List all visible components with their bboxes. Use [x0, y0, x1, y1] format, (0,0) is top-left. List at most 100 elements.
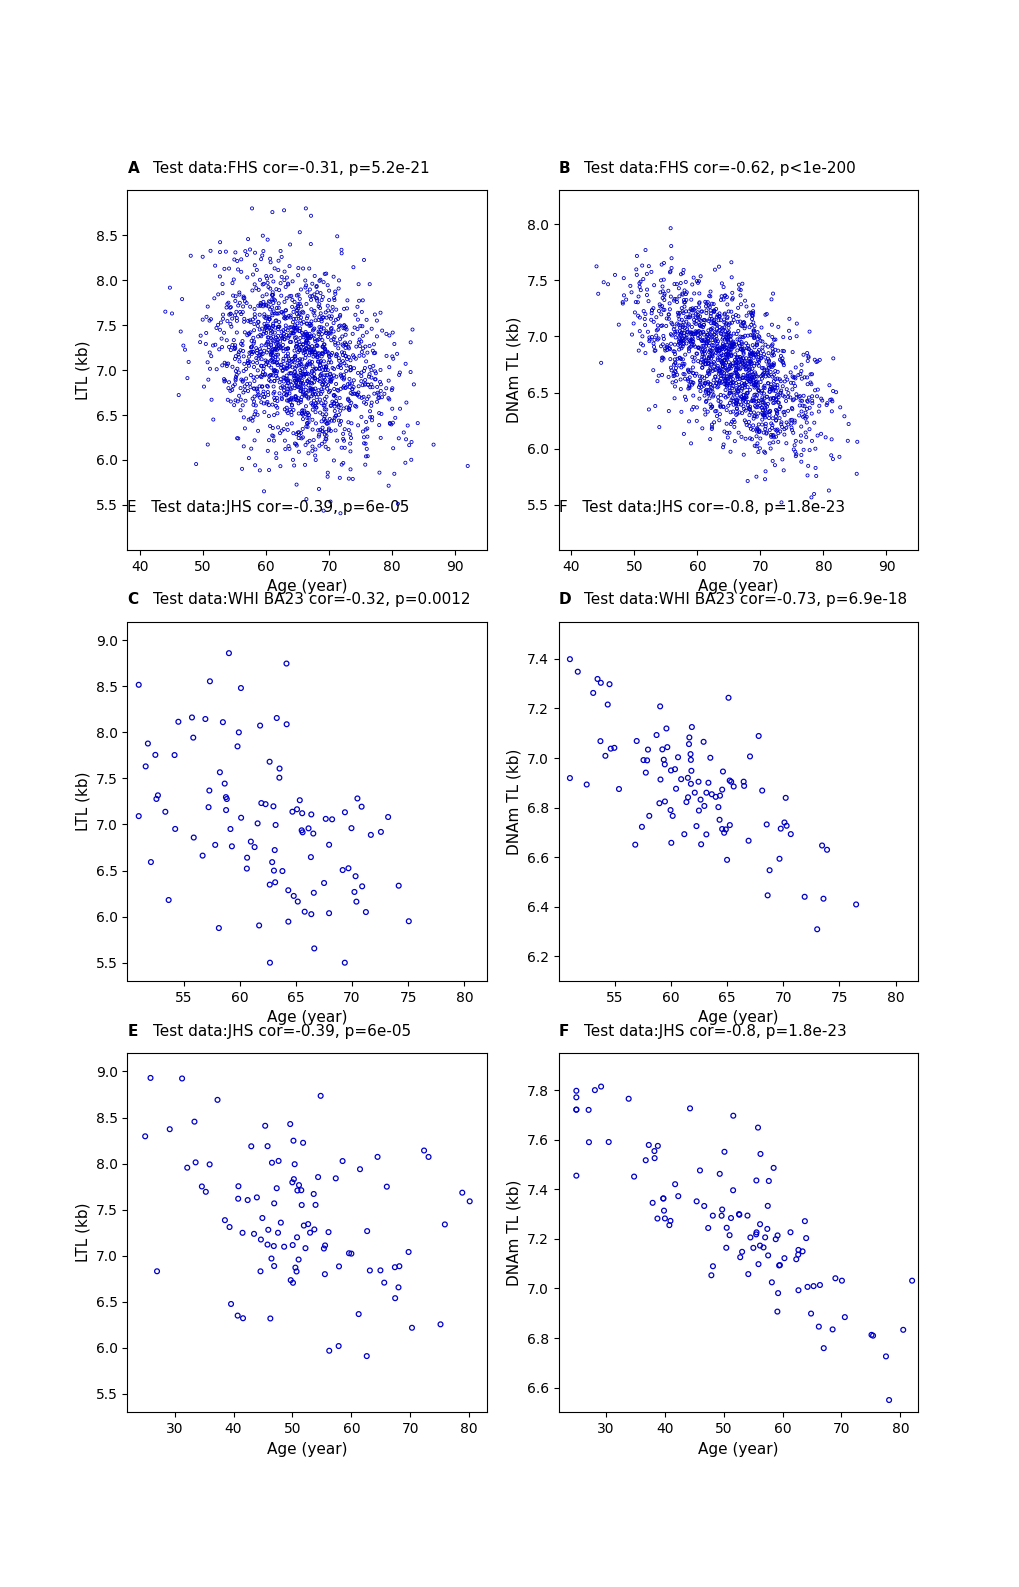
- Point: [308, 355, 324, 381]
- Point: [809, 422, 825, 448]
- Point: [164, 302, 180, 327]
- Point: [685, 370, 701, 395]
- Point: [305, 392, 321, 417]
- Point: [306, 1217, 322, 1243]
- Point: [699, 327, 715, 352]
- Point: [701, 371, 717, 397]
- Point: [725, 392, 741, 417]
- Point: [702, 357, 718, 382]
- Point: [794, 405, 810, 430]
- Point: [140, 732, 156, 757]
- Point: [741, 314, 757, 340]
- Point: [712, 343, 729, 368]
- Point: [769, 1281, 786, 1306]
- Point: [704, 336, 720, 362]
- Point: [264, 1151, 280, 1176]
- Point: [324, 806, 340, 832]
- Point: [308, 395, 324, 421]
- Point: [279, 400, 296, 425]
- Point: [675, 321, 691, 346]
- Point: [746, 325, 762, 351]
- Point: [257, 792, 273, 817]
- Point: [864, 1324, 880, 1349]
- Point: [279, 336, 296, 362]
- Point: [335, 316, 352, 341]
- Point: [245, 349, 261, 375]
- Point: [232, 805, 249, 830]
- Point: [813, 387, 829, 413]
- Point: [722, 298, 739, 324]
- Point: [678, 789, 694, 814]
- Point: [232, 676, 249, 701]
- Point: [238, 243, 255, 268]
- Point: [683, 714, 699, 740]
- Point: [671, 329, 687, 354]
- Point: [250, 417, 266, 443]
- Point: [665, 287, 682, 313]
- Point: [719, 316, 736, 341]
- Point: [300, 1211, 316, 1236]
- Point: [764, 340, 781, 365]
- Point: [314, 371, 330, 397]
- Point: [720, 363, 737, 389]
- Point: [285, 421, 302, 446]
- Point: [270, 314, 286, 340]
- Point: [729, 382, 745, 408]
- Point: [793, 389, 809, 414]
- Point: [262, 343, 278, 368]
- Point: [748, 424, 764, 449]
- Point: [314, 327, 330, 352]
- Point: [719, 357, 736, 382]
- Point: [335, 297, 352, 322]
- Point: [706, 363, 722, 389]
- Point: [799, 1274, 815, 1300]
- Point: [216, 351, 232, 376]
- Point: [262, 1306, 278, 1331]
- Point: [822, 443, 839, 468]
- Point: [306, 357, 322, 382]
- Point: [297, 359, 313, 384]
- Point: [265, 363, 281, 389]
- Point: [700, 340, 716, 365]
- Point: [647, 322, 663, 348]
- Point: [350, 413, 366, 438]
- Point: [227, 343, 244, 368]
- Point: [311, 319, 327, 344]
- Point: [734, 351, 750, 376]
- Point: [264, 338, 280, 363]
- Point: [342, 348, 359, 373]
- Point: [717, 1235, 734, 1260]
- Point: [713, 778, 730, 803]
- Point: [288, 333, 305, 359]
- Point: [728, 370, 744, 395]
- Point: [230, 382, 247, 408]
- Point: [623, 279, 639, 305]
- Point: [722, 336, 739, 362]
- Point: [702, 375, 718, 400]
- Point: [420, 1144, 436, 1170]
- Point: [625, 311, 641, 336]
- Point: [680, 376, 696, 402]
- Point: [741, 425, 757, 451]
- Point: [662, 233, 679, 259]
- Point: [740, 1262, 756, 1287]
- Point: [391, 397, 408, 422]
- Point: [380, 386, 396, 411]
- Point: [298, 335, 314, 360]
- Point: [268, 360, 284, 386]
- Point: [344, 254, 361, 279]
- Point: [302, 376, 318, 402]
- Point: [282, 368, 299, 394]
- Point: [677, 325, 693, 351]
- Point: [758, 359, 774, 384]
- Point: [309, 333, 325, 359]
- Point: [725, 382, 741, 408]
- Point: [721, 390, 738, 416]
- Point: [245, 325, 261, 351]
- Point: [366, 341, 382, 367]
- Point: [710, 300, 727, 325]
- Point: [231, 290, 248, 316]
- Point: [331, 352, 347, 378]
- Point: [692, 319, 708, 344]
- Point: [743, 389, 759, 414]
